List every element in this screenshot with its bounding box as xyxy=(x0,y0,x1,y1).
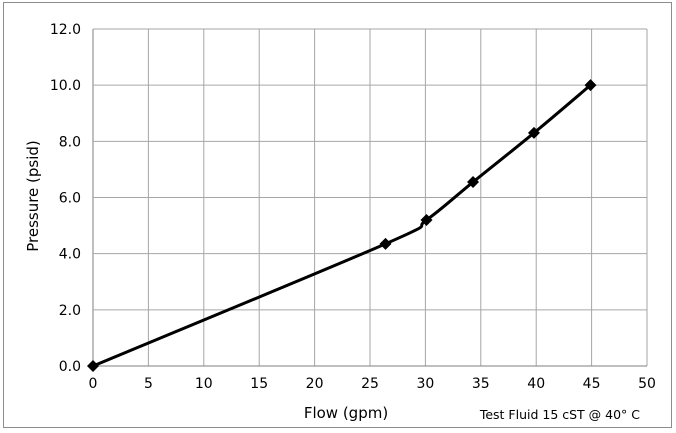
x-tick-label: 35 xyxy=(472,376,490,392)
x-tick-label: 20 xyxy=(306,376,324,392)
y-tick-label: 10.0 xyxy=(50,78,81,94)
series-line xyxy=(91,83,592,368)
y-tick-label: 4.0 xyxy=(59,247,81,263)
pressure-flow-chart: 0 5 10 15 20 25 30 35 40 45 50 0.0 2.0 4.0 6.0 8.0 10.0… xyxy=(24,22,656,422)
y-tick-label: 8.0 xyxy=(59,134,81,150)
x-tick-labels: 0 5 10 15 20 25 30 35 40 45 50 xyxy=(89,376,656,392)
y-tick-label: 2.0 xyxy=(59,303,81,319)
y-tick-label: 6.0 xyxy=(59,191,81,207)
y-tick-label: 12.0 xyxy=(50,22,81,38)
series-layer xyxy=(87,79,597,372)
grid-lines xyxy=(92,28,648,367)
x-tick-label: 25 xyxy=(361,376,379,392)
x-tick-label: 0 xyxy=(89,376,98,392)
x-tick-label: 15 xyxy=(250,376,268,392)
data-point-marker xyxy=(584,79,597,92)
data-point-marker xyxy=(379,237,392,250)
data-point-marker xyxy=(527,126,540,139)
chart-frame: 0 5 10 15 20 25 30 35 40 45 50 0.0 2.0 4.0 6.0 8.0 10.0… xyxy=(3,2,672,428)
x-tick-label: 45 xyxy=(583,376,601,392)
y-tick-label: 0.0 xyxy=(59,359,81,375)
y-axis-title: Pressure (psid) xyxy=(24,140,42,252)
data-point-marker xyxy=(87,360,99,372)
x-tick-label: 10 xyxy=(195,376,213,392)
x-tick-label: 30 xyxy=(416,376,434,392)
data-point-marker xyxy=(467,176,480,189)
data-point-marker xyxy=(420,213,433,226)
test-fluid-note: Test Fluid 15 cST @ 40° C xyxy=(479,407,640,422)
x-tick-label: 5 xyxy=(144,376,153,392)
x-tick-label: 50 xyxy=(638,376,656,392)
x-axis-title: Flow (gpm) xyxy=(304,404,388,422)
x-tick-label: 40 xyxy=(527,376,545,392)
y-tick-labels: 0.0 2.0 4.0 6.0 8.0 10.0 12.0 xyxy=(50,22,81,375)
